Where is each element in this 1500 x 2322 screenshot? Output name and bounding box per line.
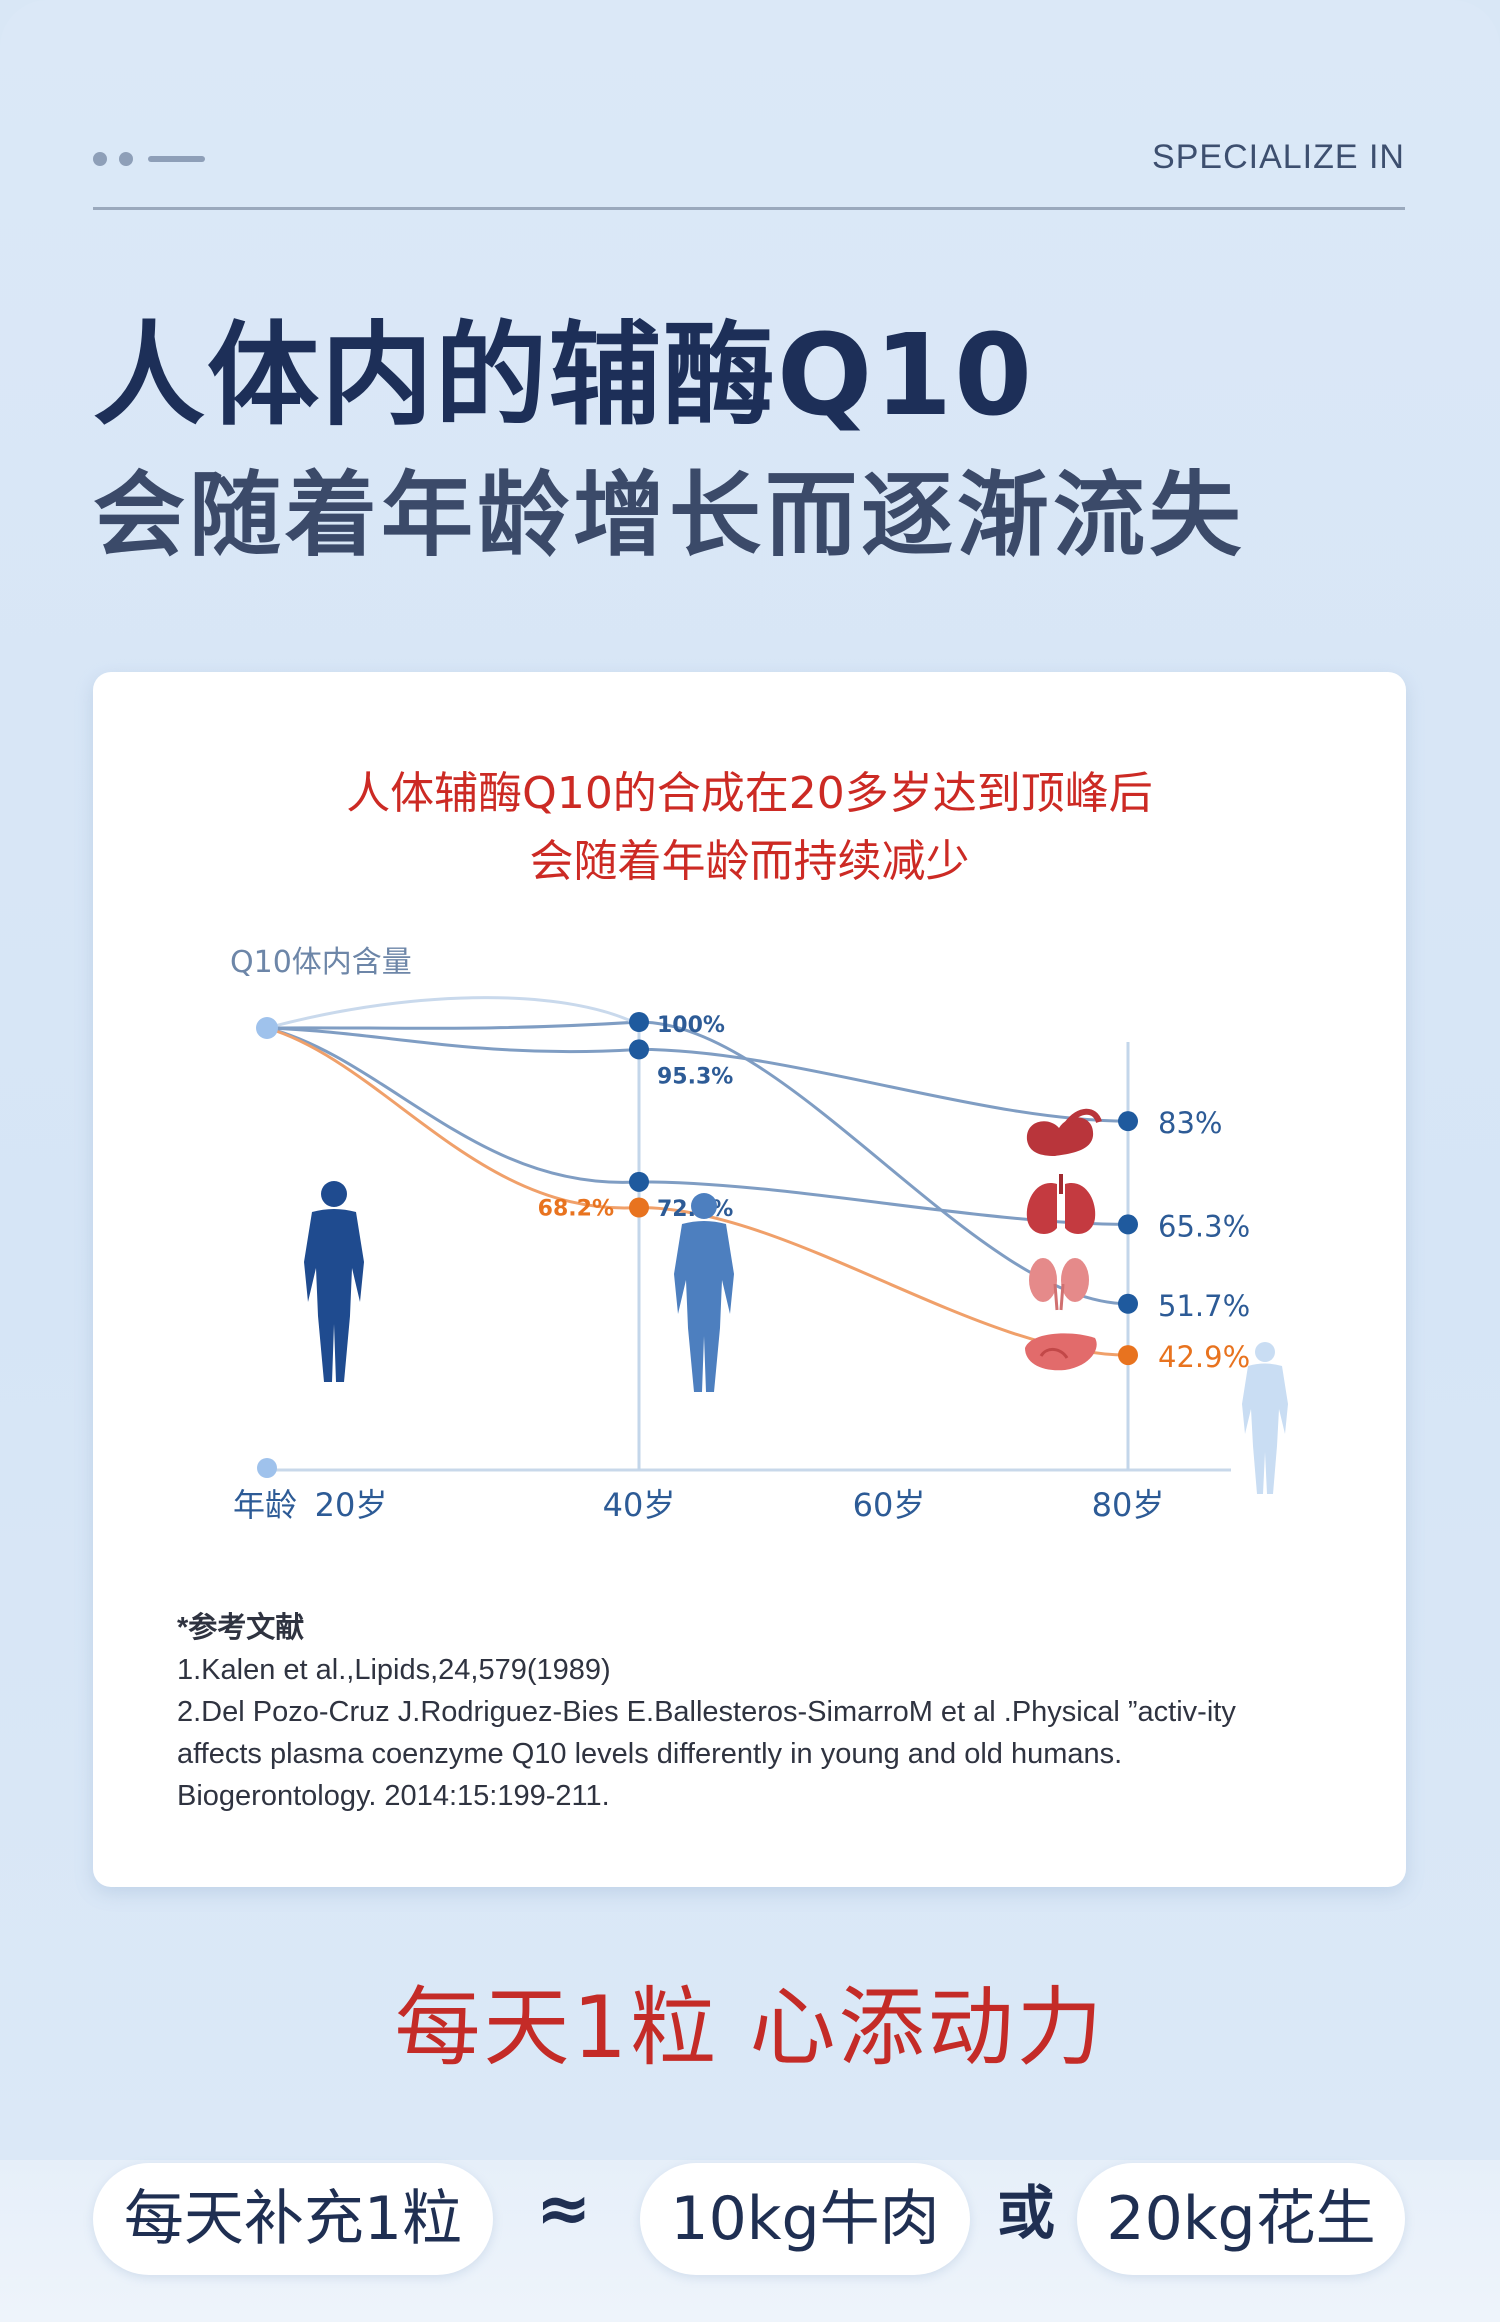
- references: *参考文献 1.Kalen et al.,Lipids,24,579(1989)…: [177, 1607, 1357, 1817]
- elderly-figure-icon: [1242, 1342, 1288, 1494]
- approx-symbol: ≈: [536, 2170, 592, 2247]
- beef-equivalent-pill: 10kg牛肉: [640, 2163, 970, 2275]
- data-point: [629, 1171, 649, 1192]
- data-point: [1118, 1293, 1138, 1314]
- or-label: 或: [997, 2179, 1056, 2247]
- slogan: 每天1粒 心添动力: [394, 1978, 1106, 2078]
- y-axis-label: Q10体内含量: [230, 945, 412, 980]
- top-bar: SPECIALIZE IN: [93, 138, 1405, 210]
- data-label: 68.2%: [538, 1197, 614, 1222]
- data-point: [1118, 1214, 1138, 1235]
- data-label: 51.7%: [1158, 1289, 1250, 1323]
- adult-figure-icon: [304, 1181, 364, 1382]
- peanut-equivalent-pill: 20kg花生: [1077, 2163, 1405, 2275]
- lungs-organ-icon: [1026, 1174, 1096, 1234]
- chart-title-line2: 会随着年龄而持续减少: [529, 836, 970, 887]
- x-tick-label: 40岁: [603, 1486, 676, 1524]
- middle-age-figure-icon: [674, 1193, 734, 1392]
- x-tick-label: 20岁: [315, 1486, 388, 1524]
- decor-arc: [266, 996, 640, 1030]
- liver-organ-icon: [1025, 1333, 1097, 1371]
- series-line: [266, 1020, 640, 1030]
- data-point: [629, 1039, 649, 1060]
- data-label: 65.3%: [1158, 1209, 1250, 1243]
- data-label: 42.9%: [1158, 1340, 1250, 1374]
- data-point: [1118, 1345, 1138, 1366]
- reference-line: affects plasma coenzyme Q10 levels diffe…: [177, 1738, 1123, 1770]
- data-label: 83%: [1158, 1106, 1222, 1140]
- data-label: 95.3%: [657, 1064, 733, 1089]
- x-axis-label: 年龄: [233, 1486, 297, 1524]
- reference-line: 2.Del Pozo-Cruz J.Rodriguez-Bies E.Balle…: [177, 1696, 1236, 1728]
- decor-dot-icon: [93, 152, 107, 166]
- series-line: [266, 1026, 640, 1184]
- daily-dose-pill: 每天补充1粒: [93, 2163, 493, 2275]
- chart-title-line1: 人体辅酶Q10的合成在20多岁达到顶峰后: [346, 768, 1153, 819]
- page-title: 人体内的辅酶Q10: [93, 311, 1035, 441]
- series-line: [266, 1026, 640, 1210]
- q10-chart: Q10体内含量 年龄 20岁 40岁 60岁 80岁 100% 51.7% 95.3% 83…: [230, 945, 1288, 1524]
- data-point: [629, 1012, 649, 1032]
- reference-line: Biogerontology. 2014:15:199-211.: [177, 1780, 610, 1812]
- start-point: [256, 1017, 278, 1039]
- series-line: [638, 1047, 1129, 1123]
- heart-organ-icon: [1026, 1108, 1102, 1156]
- decor-dot-icon: [119, 152, 133, 166]
- data-label: 100%: [657, 1013, 725, 1038]
- series-line: [638, 1180, 1129, 1226]
- chart-card: 人体辅酶Q10的合成在20多岁达到顶峰后 会随着年龄而持续减少 Q10体内含量 …: [93, 672, 1406, 1887]
- references-heading: *参考文献: [177, 1612, 305, 1644]
- page-subtitle: 会随着年龄增长而逐渐流失: [93, 462, 1246, 569]
- x-tick-label: 60岁: [853, 1486, 926, 1524]
- kidneys-organ-icon: [1029, 1258, 1089, 1311]
- data-point: [1118, 1111, 1138, 1132]
- specialize-label: SPECIALIZE IN: [1152, 138, 1405, 176]
- series-line: [266, 1026, 640, 1054]
- data-point: [629, 1197, 649, 1218]
- reference-line: 1.Kalen et al.,Lipids,24,579(1989): [177, 1654, 611, 1686]
- origin-dot: [257, 1458, 277, 1478]
- x-tick-label: 80岁: [1092, 1486, 1165, 1524]
- decor-dash-icon: [148, 156, 205, 162]
- header-divider: [93, 207, 1405, 210]
